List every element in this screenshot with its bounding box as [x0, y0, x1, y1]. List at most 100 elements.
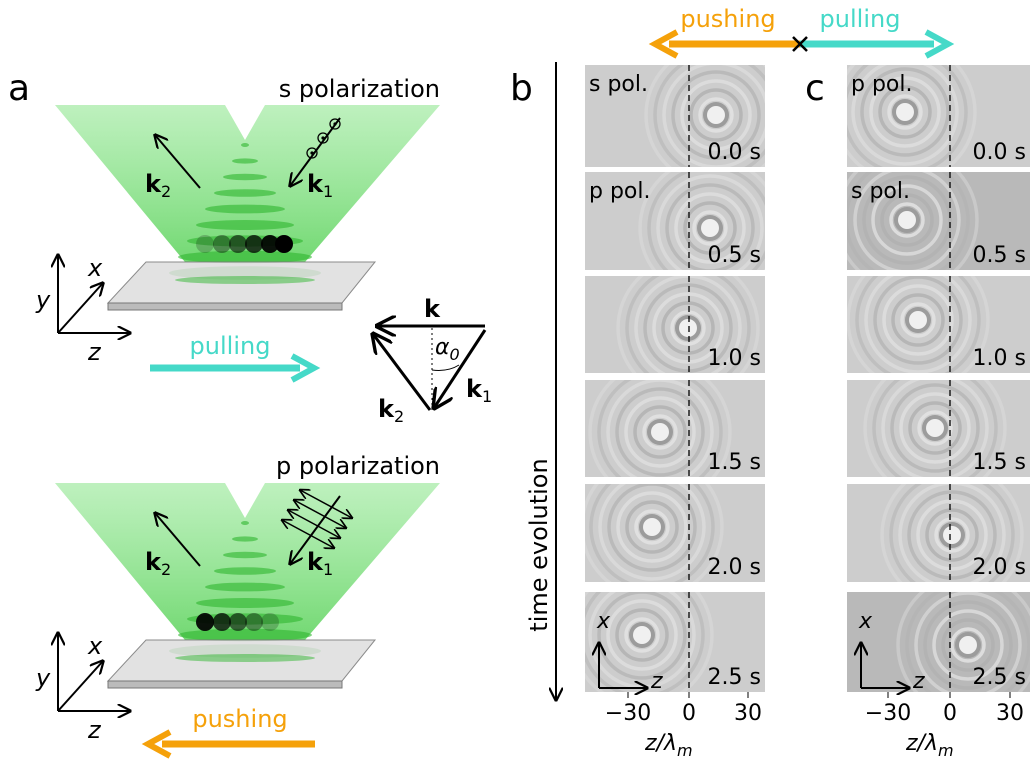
- frame-axis-x-label: x: [858, 609, 873, 634]
- frame-axis-x-label: x: [596, 609, 611, 634]
- spot: [896, 103, 914, 121]
- angle-arc: [432, 365, 459, 370]
- spot: [898, 211, 916, 229]
- axis-label-z: z: [87, 338, 102, 366]
- header-pulling: pulling: [820, 5, 901, 33]
- plate-side: [108, 681, 342, 688]
- panel-label: b: [510, 68, 533, 109]
- frame-axis-z-label: z: [650, 669, 663, 694]
- particle: [275, 235, 293, 253]
- fringe: [175, 654, 315, 662]
- k-tri-label: k: [424, 295, 441, 323]
- frame: [847, 575, 1030, 715]
- x-axis-label-sub: m: [677, 741, 693, 760]
- time-label: 1.0 s: [973, 346, 1026, 371]
- pushing-label: pushing: [192, 705, 287, 733]
- particle: [213, 235, 231, 253]
- angle-label-base: α: [435, 335, 450, 360]
- particle: [229, 235, 247, 253]
- axis-label-y: y: [35, 664, 51, 692]
- fringe: [196, 220, 294, 230]
- k2-label-base: k: [145, 170, 162, 198]
- fringe: [205, 583, 285, 592]
- time-label: 1.5 s: [708, 450, 761, 475]
- axis-label-z: z: [87, 716, 102, 744]
- tick-label: 0: [682, 701, 696, 726]
- header-pushing: pushing: [680, 5, 775, 33]
- tick-label: −30: [605, 701, 651, 726]
- fringe: [175, 276, 315, 284]
- spot: [633, 626, 651, 644]
- pol-dot: [321, 136, 324, 139]
- k1-label-base: k: [307, 170, 324, 198]
- fringe: [214, 189, 276, 197]
- time-label: 2.5 s: [708, 665, 761, 690]
- k2-label-base: k: [145, 548, 162, 576]
- k1-tri-label-base: k: [466, 375, 483, 403]
- k2-tri-label-sub: 2: [394, 407, 404, 426]
- time-label: 2.0 s: [973, 555, 1026, 580]
- fringe: [178, 251, 312, 263]
- pol-label: p pol.: [851, 72, 913, 97]
- particle: [245, 235, 263, 253]
- panel-label: a: [8, 68, 30, 109]
- particle: [229, 613, 247, 631]
- spot: [926, 419, 944, 437]
- spot: [643, 518, 661, 536]
- angle-label-sub: 0: [450, 345, 460, 364]
- k2-label-sub: 2: [161, 560, 171, 579]
- fringe: [178, 629, 312, 641]
- k2-tri-label: k2: [378, 395, 404, 426]
- tick-label: 0: [943, 701, 957, 726]
- particle: [261, 613, 279, 631]
- axis-x: [58, 283, 103, 333]
- page: { "header": {"pushing": "pushing", "pull…: [0, 0, 1030, 764]
- frame: [837, 150, 1030, 290]
- pol-label: p pol.: [589, 179, 651, 204]
- k1-tri-label: k1: [466, 375, 492, 406]
- fringe: [214, 567, 276, 575]
- spot: [909, 311, 927, 329]
- frame: [847, 465, 1030, 605]
- tick-label: 30: [996, 701, 1024, 726]
- time-label: 0.0 s: [973, 140, 1026, 165]
- particle: [196, 235, 214, 253]
- frame: [585, 362, 765, 502]
- particle: [245, 613, 263, 631]
- k1-tri-label-sub: 1: [482, 387, 492, 406]
- k1-label-base: k: [307, 548, 324, 576]
- k2-label-sub: 2: [161, 182, 171, 201]
- pulling-label: pulling: [190, 332, 271, 360]
- particle: [196, 613, 214, 631]
- pol-dot: [333, 122, 336, 125]
- k1-label-sub: 1: [323, 560, 333, 579]
- time-label: 0.5 s: [708, 243, 761, 268]
- p-title: p polarization: [276, 452, 440, 480]
- frame: [585, 258, 765, 398]
- s-title: s polarization: [279, 75, 440, 103]
- tick-label: −30: [865, 701, 911, 726]
- pol-label: s pol.: [589, 72, 648, 97]
- time-label: 2.0 s: [708, 555, 761, 580]
- axis-label-x: x: [87, 632, 103, 660]
- x-axis-label: z/λm: [905, 731, 954, 760]
- fringe: [241, 521, 249, 525]
- pol-label: s pol.: [851, 179, 910, 204]
- time-label: 0.5 s: [973, 243, 1026, 268]
- angle-label: α0: [435, 335, 460, 364]
- k1-label-sub: 1: [323, 182, 333, 201]
- frame-axis-z-label: z: [912, 669, 925, 694]
- spot: [707, 106, 725, 124]
- k2-tri-label-base: k: [378, 395, 395, 423]
- fringe: [232, 536, 258, 541]
- spot: [651, 423, 669, 441]
- spot: [943, 526, 961, 544]
- time-axis-label: time evolution: [525, 458, 553, 631]
- time-label: 1.0 s: [708, 346, 761, 371]
- fringe: [205, 205, 285, 214]
- spot: [679, 319, 697, 337]
- particle: [213, 613, 231, 631]
- axis-label-x: x: [87, 254, 103, 282]
- fringe: [241, 143, 249, 147]
